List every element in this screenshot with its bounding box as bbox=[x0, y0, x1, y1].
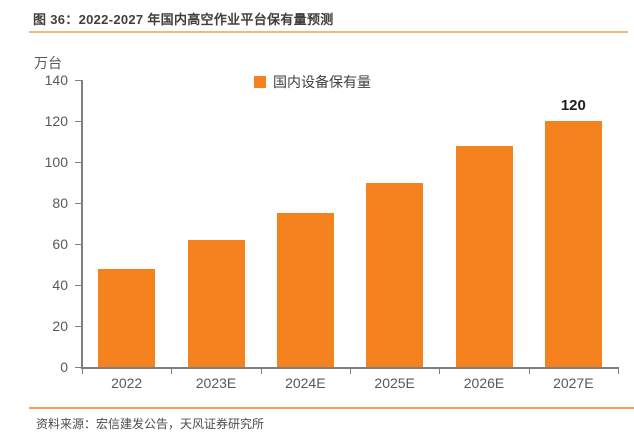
y-tick-mark bbox=[75, 243, 81, 245]
source-divider bbox=[29, 407, 634, 409]
y-tick-mark bbox=[75, 325, 81, 327]
figure-title: 图 36：2022-2027 年国内高空作业平台保有量预测 bbox=[33, 12, 334, 27]
y-tick-label: 40 bbox=[52, 277, 68, 293]
y-tick-mark bbox=[75, 79, 81, 81]
legend-swatch-icon bbox=[254, 76, 266, 88]
bar-2027E bbox=[544, 121, 602, 367]
y-axis-line bbox=[81, 80, 83, 369]
x-category-label: 2027E bbox=[553, 375, 594, 391]
x-tick-mark bbox=[350, 369, 351, 374]
y-tick-label: 20 bbox=[52, 318, 68, 334]
x-tick-mark bbox=[439, 369, 441, 374]
bar-2024E bbox=[276, 213, 334, 367]
x-category-label: 2023E bbox=[195, 375, 237, 391]
y-axis-unit-label: 万台 bbox=[34, 55, 62, 71]
x-category-label: 2026E bbox=[463, 375, 505, 391]
x-tick-mark bbox=[260, 369, 262, 374]
y-tick-mark bbox=[75, 120, 81, 122]
bar-2025E bbox=[366, 182, 424, 367]
legend-label: 国内设备保有量 bbox=[273, 74, 371, 90]
bar-2026E bbox=[455, 145, 513, 367]
y-tick-mark bbox=[75, 161, 81, 163]
y-tick-label: 140 bbox=[44, 72, 68, 88]
data-label: 120 bbox=[560, 97, 586, 114]
y-tick-mark bbox=[75, 202, 81, 204]
y-tick-label: 0 bbox=[60, 359, 68, 375]
bar-2023E bbox=[187, 239, 245, 367]
x-tick-mark bbox=[528, 369, 530, 374]
figure-source: 资料来源：宏信建发公告，天风证券研究所 bbox=[36, 417, 265, 431]
y-tick-mark bbox=[75, 366, 81, 368]
title-divider bbox=[29, 31, 628, 33]
x-axis-line bbox=[81, 367, 619, 369]
y-tick-label: 60 bbox=[52, 236, 68, 252]
x-tick-mark bbox=[618, 369, 619, 374]
y-tick-mark bbox=[75, 284, 81, 286]
x-category-label: 2025E bbox=[374, 375, 415, 391]
x-category-label: 2024E bbox=[285, 375, 326, 391]
y-tick-label: 100 bbox=[44, 154, 68, 170]
bar-2022 bbox=[98, 268, 156, 367]
x-tick-mark bbox=[171, 369, 173, 374]
y-tick-label: 80 bbox=[52, 195, 68, 211]
y-tick-label: 120 bbox=[44, 113, 68, 129]
chart-legend: 国内设备保有量 bbox=[254, 72, 371, 92]
x-tick-mark bbox=[82, 369, 83, 374]
x-category-label: 2022 bbox=[111, 375, 143, 391]
